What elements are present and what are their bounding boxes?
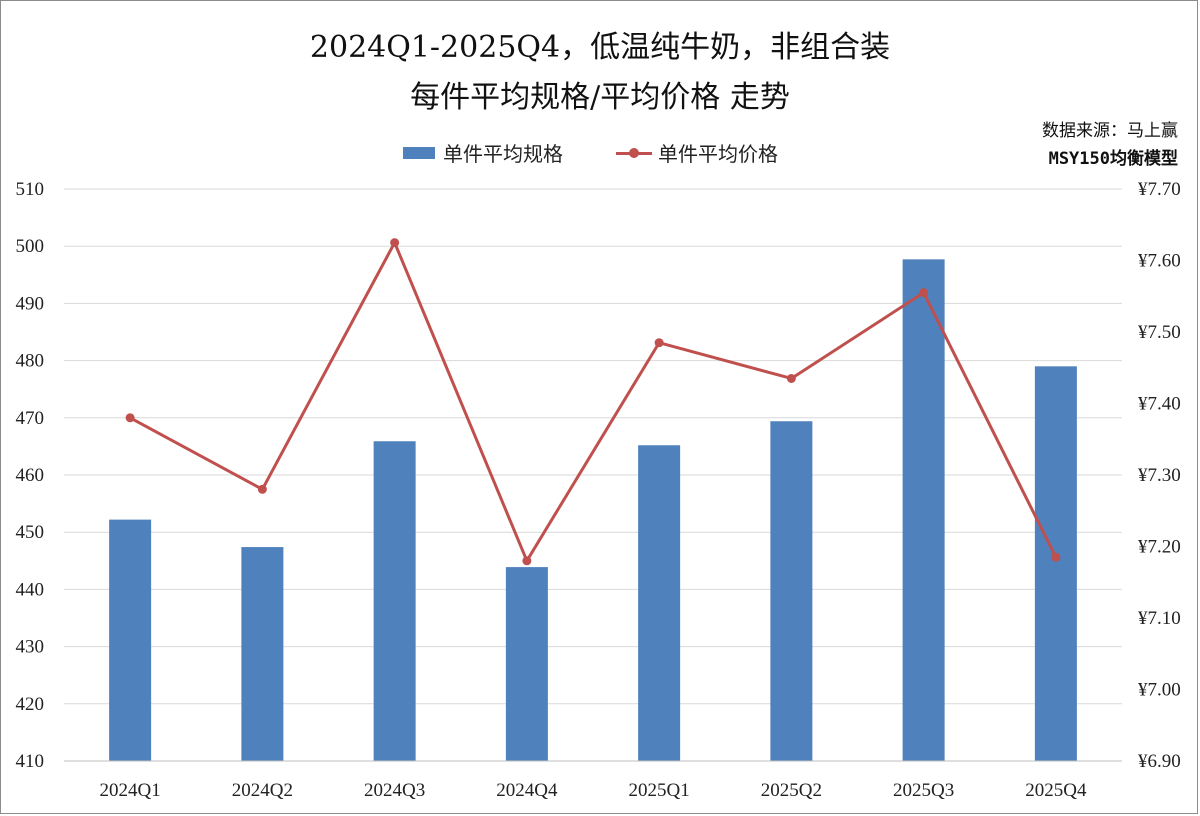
price-point — [654, 338, 664, 348]
legend-item-bar: 单件平均规格 — [403, 138, 563, 167]
y-right-tick-label: ¥7.30 — [1138, 465, 1181, 486]
price-point — [919, 288, 929, 298]
y-right-tick-label: ¥7.40 — [1138, 394, 1181, 415]
y-left-tick-label: 430 — [16, 637, 45, 658]
y-left-tick-label: 490 — [16, 293, 45, 314]
price-point — [522, 556, 532, 566]
y-right-tick-label: ¥7.50 — [1138, 322, 1181, 343]
bar — [902, 259, 945, 761]
y-left-tick-label: 460 — [16, 465, 45, 486]
bar — [241, 547, 284, 761]
y-left-tick-label: 470 — [16, 408, 45, 429]
y-left-tick-label: 480 — [16, 351, 45, 372]
legend-item-line: 单件平均价格 — [616, 138, 778, 167]
price-point — [786, 373, 796, 383]
chart-title-line-2: 每件平均规格/平均价格 走势 — [410, 80, 790, 115]
price-point — [125, 413, 135, 423]
price-point — [1051, 552, 1061, 562]
price-point — [390, 238, 400, 248]
y-left-tick-label: 420 — [16, 694, 45, 715]
y-left-tick-label: 440 — [16, 579, 45, 600]
bar — [770, 421, 813, 761]
legend-bar-swatch — [403, 146, 435, 159]
price-point — [257, 484, 267, 494]
x-tick-label: 2024Q2 — [232, 780, 293, 801]
y-right-tick-label: ¥7.10 — [1138, 608, 1181, 629]
model-label: MSY150均衡模型 — [1048, 149, 1178, 169]
y-right-tick-label: ¥7.00 — [1138, 680, 1181, 701]
y-right-tick-label: ¥7.70 — [1138, 179, 1181, 200]
x-tick-label: 2024Q3 — [364, 780, 425, 801]
x-tick-label: 2025Q3 — [893, 780, 954, 801]
x-tick-label: 2025Q2 — [761, 780, 822, 801]
bar — [505, 567, 548, 761]
y-right-tick-label: ¥6.90 — [1138, 751, 1181, 772]
bar — [373, 441, 416, 761]
bar — [109, 519, 152, 761]
x-tick-label: 2024Q4 — [496, 780, 558, 801]
price-line — [129, 241, 1058, 563]
bar — [1034, 366, 1077, 761]
y-left-tick-label: 500 — [16, 236, 45, 257]
legend-bar-label: 单件平均规格 — [443, 142, 563, 166]
x-tick-label: 2025Q4 — [1025, 780, 1087, 801]
x-tick-label: 2024Q1 — [100, 780, 161, 801]
y-right-tick-label: ¥7.20 — [1138, 537, 1181, 558]
chart-title-line-1: 2024Q1-2025Q4，低温纯牛奶，非组合装 — [309, 30, 891, 65]
y-right-tick-label: ¥7.60 — [1138, 251, 1181, 272]
y-left-tick-label: 450 — [16, 522, 45, 543]
bar — [638, 445, 681, 761]
legend-line-label: 单件平均价格 — [658, 142, 778, 166]
y-left-tick-label: 410 — [16, 751, 45, 772]
x-tick-label: 2025Q1 — [629, 780, 690, 801]
legend-line-swatch — [616, 146, 652, 160]
y-left-tick-label: 510 — [16, 179, 45, 200]
data-source-label: 数据来源：马上赢 — [1042, 121, 1178, 141]
